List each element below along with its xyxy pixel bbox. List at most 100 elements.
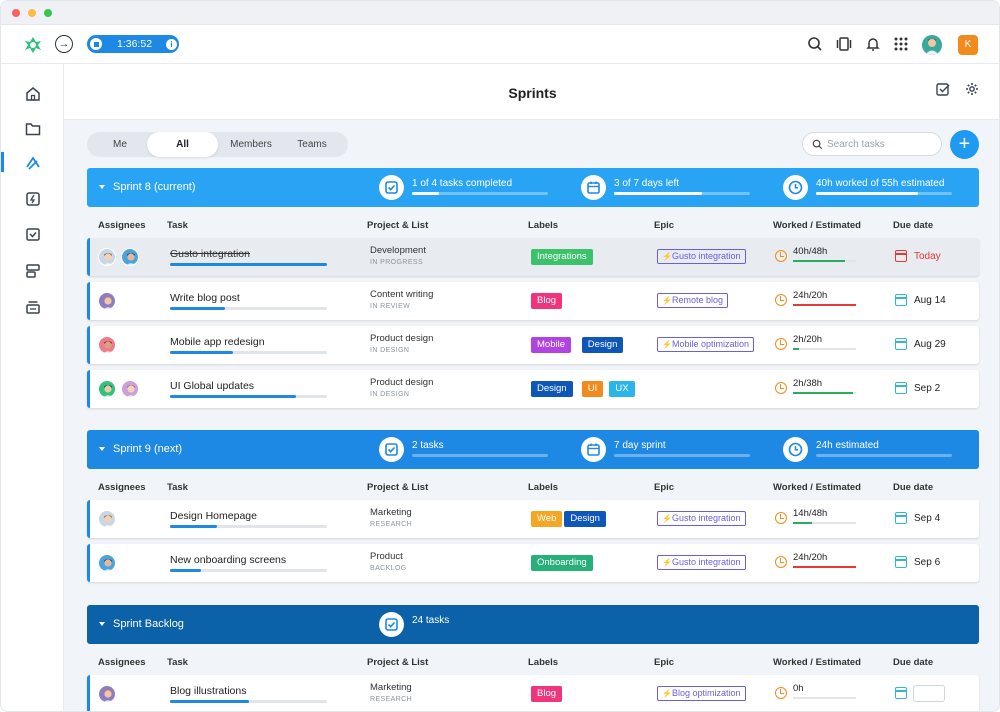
folder-icon[interactable]: [25, 121, 41, 137]
sprint-toggle[interactable]: Sprint 8 (current): [99, 168, 196, 207]
worked-progress-bar: [793, 260, 856, 262]
clock-icon: [775, 338, 787, 350]
column-header-worked: Worked / Estimated: [773, 482, 861, 493]
gear-icon[interactable]: [965, 82, 979, 96]
search-input[interactable]: [827, 137, 937, 152]
bell-icon[interactable]: [865, 36, 881, 52]
label-tag[interactable]: UX: [609, 381, 635, 397]
task-row[interactable]: Write blog post Content writing IN REVIEW B…: [87, 282, 979, 320]
timer-widget[interactable]: 1:36:52 i: [87, 35, 179, 53]
close-window-button[interactable]: [12, 9, 20, 17]
task-row[interactable]: Blog illustrations Marketing RESEARCH Blog ⚡…: [87, 675, 979, 711]
label-tag[interactable]: Integrations: [531, 249, 593, 265]
task-row[interactable]: Design Homepage Marketing RESEARCH Web Desig…: [87, 500, 979, 538]
column-headers: Assignees Task Project & List Labels Epic Wor…: [87, 657, 979, 671]
due-date: Aug 29: [914, 339, 946, 350]
due-date: Sep 2: [914, 383, 941, 394]
clock-icon: [775, 382, 787, 394]
timesheet-icon[interactable]: [836, 36, 852, 52]
task-title[interactable]: New onboarding screens: [170, 554, 287, 566]
app-logo-icon[interactable]: [23, 35, 43, 55]
epic-tag[interactable]: ⚡Blog optimization: [657, 686, 746, 701]
assignee-avatar[interactable]: [121, 248, 139, 266]
sprint-name: Sprint Backlog: [113, 618, 184, 630]
task-title[interactable]: Design Homepage: [170, 510, 257, 522]
assignee-avatar[interactable]: [98, 510, 116, 528]
add-task-button[interactable]: +: [950, 130, 979, 159]
task-title[interactable]: Write blog post: [170, 292, 240, 304]
workspace-badge[interactable]: K: [958, 35, 978, 55]
clock-icon: [775, 687, 787, 699]
worked-progress-fill: [793, 304, 856, 306]
epic-tag[interactable]: ⚡Mobile optimization: [657, 337, 755, 352]
checklist-icon[interactable]: [936, 82, 950, 96]
label-tag[interactable]: Blog: [531, 686, 563, 702]
label-tag[interactable]: Onboarding: [531, 555, 593, 571]
epic-tag[interactable]: ⚡Gusto integration: [657, 249, 746, 264]
tab-members[interactable]: Members: [230, 139, 272, 150]
task-progress-fill: [170, 351, 233, 354]
task-title[interactable]: Gusto integration: [170, 248, 250, 260]
tab-all[interactable]: All: [147, 132, 218, 157]
tab-me[interactable]: Me: [113, 139, 127, 150]
task-title[interactable]: UI Global updates: [170, 380, 255, 392]
epic-tag[interactable]: ⚡Gusto integration: [657, 555, 746, 570]
tasks-icon[interactable]: [25, 227, 41, 243]
task-title[interactable]: Mobile app redesign: [170, 336, 265, 348]
epic-name: Gusto integration: [671, 251, 741, 261]
label-tag[interactable]: Blog: [531, 293, 563, 309]
assignee-avatar[interactable]: [121, 380, 139, 398]
maximize-window-button[interactable]: [44, 9, 52, 17]
task-progress-fill: [170, 395, 296, 398]
sprint-toggle[interactable]: Sprint Backlog: [99, 605, 184, 644]
sidebar-active-indicator: [1, 152, 4, 172]
label-tag[interactable]: Web: [531, 511, 563, 527]
assignee-avatar[interactable]: [98, 292, 116, 310]
task-row[interactable]: Mobile app redesign Product design IN DESI…: [87, 326, 979, 364]
tab-teams[interactable]: Teams: [297, 139, 327, 150]
assignee-avatar[interactable]: [98, 336, 116, 354]
task-progress-fill: [170, 525, 218, 528]
task-list-status: BACKLOG: [370, 565, 407, 572]
lightning-icon: ⚡: [662, 252, 672, 261]
task-title[interactable]: Blog illustrations: [170, 685, 247, 697]
lightning-icon: ⚡: [662, 296, 672, 305]
search-icon[interactable]: [807, 36, 823, 52]
worked-progress-fill: [793, 348, 800, 350]
sprints-icon[interactable]: [25, 155, 41, 171]
label-tag[interactable]: Design: [531, 381, 573, 397]
epic-tag[interactable]: ⚡Remote blog: [657, 293, 728, 308]
task-row[interactable]: UI Global updates Product design IN DESIGN…: [87, 370, 979, 408]
due-date-picker[interactable]: [913, 685, 945, 702]
task-project: Development: [370, 245, 426, 256]
label-tag[interactable]: Design: [581, 337, 624, 353]
expand-sidebar-button[interactable]: →: [55, 35, 73, 53]
clock-icon: [783, 437, 808, 462]
label-tag[interactable]: Design: [564, 511, 606, 527]
label-tag[interactable]: Mobile: [531, 337, 571, 353]
task-list-status: IN REVIEW: [370, 303, 411, 310]
assignee-avatar[interactable]: [98, 554, 116, 572]
minimize-window-button[interactable]: [28, 9, 36, 17]
activity-icon[interactable]: [25, 191, 41, 207]
inbox-icon[interactable]: [25, 299, 41, 315]
assignee-avatar[interactable]: [98, 248, 116, 266]
user-avatar[interactable]: [922, 35, 942, 55]
column-header-assignees: Assignees: [98, 482, 146, 493]
caret-down-icon: [99, 185, 105, 190]
assignee-avatar[interactable]: [98, 380, 116, 398]
sprint-toggle[interactable]: Sprint 9 (next): [99, 430, 182, 469]
label-tag[interactable]: UI: [581, 381, 604, 397]
info-icon[interactable]: i: [166, 38, 178, 50]
epic-tag[interactable]: ⚡Gusto integration: [657, 511, 746, 526]
home-icon[interactable]: [25, 86, 41, 102]
column-header-labels: Labels: [528, 657, 559, 668]
calendar-icon: [895, 556, 907, 568]
column-headers: Assignees Task Project & List Labels Epic Wor…: [87, 482, 979, 496]
task-row[interactable]: New onboarding screens Product BACKLOG Onbo…: [87, 544, 979, 582]
task-row[interactable]: Gusto integration Development IN PROGRESS I…: [87, 238, 979, 276]
assignee-avatar[interactable]: [98, 685, 116, 703]
apps-grid-icon[interactable]: [893, 36, 909, 52]
reports-icon[interactable]: [25, 263, 41, 279]
stop-timer-icon[interactable]: [90, 38, 102, 50]
